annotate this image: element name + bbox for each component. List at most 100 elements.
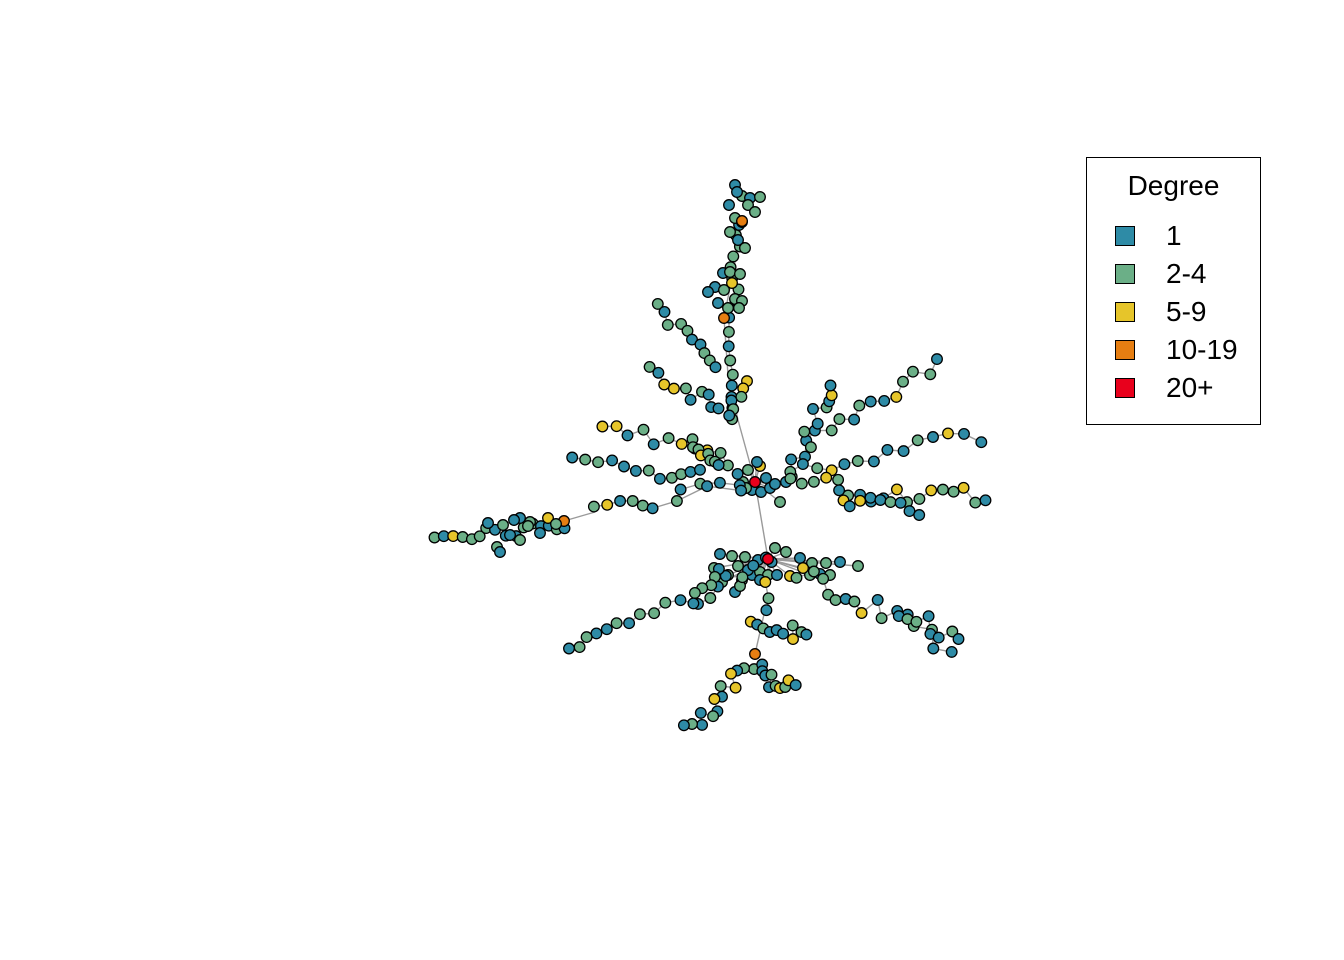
graph-node [749, 206, 761, 218]
graph-node [910, 615, 923, 628]
graph-node [796, 458, 809, 471]
graph-node [712, 297, 724, 309]
graph-node [979, 494, 992, 507]
graph-node [825, 424, 838, 437]
legend-swatch-2-4 [1115, 264, 1135, 284]
graph-node [739, 551, 751, 563]
graph-node [726, 277, 738, 289]
graph-node [725, 379, 738, 392]
graph-node [786, 619, 799, 632]
graph-node [903, 505, 916, 518]
graph-node [780, 546, 792, 558]
legend-label-5-9: 5-9 [1166, 296, 1207, 327]
graph-node [473, 530, 486, 543]
legend-swatch-1 [1115, 226, 1135, 246]
graph-node [701, 480, 714, 493]
graph-node [931, 353, 943, 366]
graph-node [848, 413, 861, 426]
graph-node [724, 266, 736, 278]
legend-item-2-4: 2-4 [1115, 258, 1206, 290]
graph-node [726, 550, 738, 562]
graph-node [587, 500, 600, 513]
graph-node [848, 595, 861, 608]
graph-node [736, 571, 749, 584]
graph-node [911, 434, 924, 447]
graph-node [687, 597, 700, 610]
graph-node [924, 368, 937, 381]
graph-node [855, 607, 868, 619]
graph-node [759, 576, 772, 588]
legend-label-20-plus: 20+ [1166, 372, 1214, 403]
graph-node [946, 625, 959, 638]
graph-node [874, 494, 887, 506]
graph-node [735, 484, 748, 497]
graph-node [504, 529, 516, 541]
graph-node [723, 199, 735, 211]
graph-node [798, 425, 811, 438]
graph-node [852, 560, 864, 572]
graph-node [890, 483, 903, 496]
graph-node [694, 463, 706, 476]
graph-node [626, 495, 639, 507]
graph-node [843, 500, 856, 513]
graph-node [653, 472, 666, 485]
graph-node [725, 667, 737, 680]
graph-node [704, 592, 717, 604]
graph-node [732, 560, 744, 572]
graph-node [732, 234, 744, 246]
legend-swatch-10-19 [1115, 340, 1135, 360]
graph-node [727, 250, 740, 263]
graph-node [658, 378, 671, 391]
graph-node [643, 360, 656, 373]
legend-label-1: 1 [1166, 220, 1182, 251]
graph-node [769, 542, 781, 554]
graph-node [922, 610, 935, 623]
graph-node [936, 483, 949, 496]
graph-node [482, 517, 494, 529]
graph-node [614, 495, 627, 507]
graph-node [696, 718, 709, 731]
legend-item-10-19: 10-19 [1115, 334, 1238, 366]
graph-node [824, 379, 837, 392]
graph-node [789, 679, 802, 692]
graph-node [927, 431, 939, 443]
graph-node [733, 302, 745, 314]
graph-node [688, 586, 701, 599]
graph-node [621, 429, 634, 442]
graph-node [648, 607, 661, 620]
graph-node [790, 571, 803, 584]
graph-node [542, 512, 554, 524]
graph-node [829, 594, 842, 607]
graph-node [623, 617, 636, 630]
legend-title: Degree [1127, 170, 1220, 201]
graph-node [580, 631, 593, 644]
graph-node [853, 399, 866, 412]
graph-node [947, 485, 960, 498]
graph-node [867, 455, 880, 468]
graph-node [708, 693, 721, 705]
graph-node [601, 498, 614, 511]
graph-node [694, 706, 707, 719]
graph-node [658, 305, 671, 318]
graph-node [833, 413, 846, 426]
legend-swatch-20-plus [1115, 378, 1135, 398]
graph-node [820, 471, 833, 484]
graph-node [785, 453, 798, 466]
graph-node [566, 451, 579, 464]
graph-node [707, 710, 720, 723]
graph-node [723, 409, 736, 422]
graph-node [952, 633, 965, 645]
graph-node [834, 556, 846, 568]
graph-node [718, 284, 730, 296]
graph-node [932, 631, 945, 644]
graph-node [769, 478, 781, 490]
graph-node [600, 623, 613, 636]
legend: Degree 1 2-4 5-9 10-19 20+ [1086, 157, 1261, 425]
graph-node [684, 465, 697, 478]
graph-node [811, 417, 824, 430]
graph-node [637, 423, 650, 436]
graph-node [675, 437, 688, 450]
graph-node [592, 456, 605, 469]
graph-node [610, 420, 623, 433]
graph-node [795, 477, 808, 490]
